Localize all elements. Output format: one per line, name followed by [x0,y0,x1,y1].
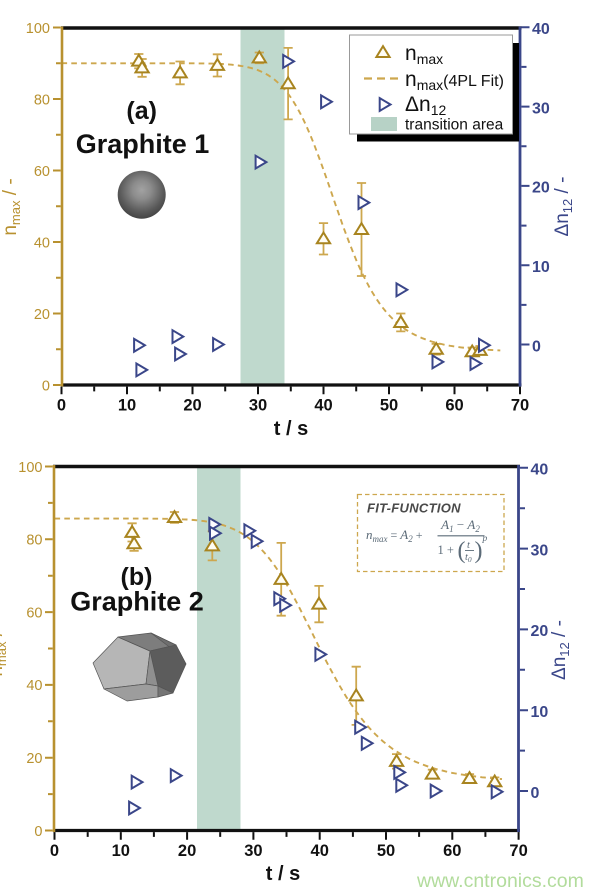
svg-text:40: 40 [311,842,329,860]
svg-text:Δn12 / -: Δn12 / - [552,177,575,237]
svg-text:60: 60 [445,397,463,415]
svg-text:FIT-FUNCTION: FIT-FUNCTION [367,501,461,516]
svg-text:80: 80 [34,92,50,108]
svg-text:20: 20 [531,623,549,640]
svg-text:30: 30 [249,397,267,415]
svg-text:70: 70 [509,842,527,860]
svg-text:): ) [475,538,483,564]
svg-text:70: 70 [511,397,529,415]
svg-text:10: 10 [118,397,136,415]
svg-text:www.cntronics.com: www.cntronics.com [416,870,584,892]
svg-text:30: 30 [532,100,550,117]
svg-text:100: 100 [26,21,50,37]
svg-text:0: 0 [50,842,59,860]
svg-text:10: 10 [112,842,130,860]
svg-text:30: 30 [531,542,549,559]
svg-text:40: 40 [314,397,332,415]
svg-text:10: 10 [532,259,550,276]
svg-text:t0: t0 [465,552,472,564]
svg-text:80: 80 [26,533,42,549]
svg-text:A1 − A2: A1 − A2 [440,517,480,534]
svg-text:(b): (b) [121,563,153,591]
svg-text:20: 20 [34,307,50,323]
svg-text:nmax(4PL Fit): nmax(4PL Fit) [405,68,504,93]
svg-text:40: 40 [531,462,549,479]
svg-text:(a): (a) [126,97,157,125]
svg-text:0: 0 [42,378,50,394]
svg-text:1 +: 1 + [438,543,454,557]
svg-text:10: 10 [531,704,549,721]
svg-text:0: 0 [34,824,42,840]
svg-text:nmax / -: nmax / - [0,178,23,235]
svg-text:Graphite 1: Graphite 1 [76,129,210,159]
svg-text:50: 50 [380,397,398,415]
svg-text:20: 20 [183,397,201,415]
svg-text:transition area: transition area [405,117,504,134]
svg-text:t / s: t / s [266,863,300,885]
svg-text:60: 60 [34,164,50,180]
svg-text:40: 40 [532,21,550,38]
svg-text:100: 100 [18,460,42,476]
svg-text:(: ( [458,538,466,564]
svg-text:0: 0 [531,785,540,802]
svg-text:40: 40 [26,678,42,694]
svg-text:60: 60 [26,605,42,621]
svg-text:t: t [467,540,471,551]
svg-text:p: p [482,534,488,544]
svg-text:20: 20 [26,751,42,767]
svg-text:nmax / -: nmax / - [0,619,9,676]
svg-text:40: 40 [34,235,50,251]
svg-text:60: 60 [443,842,461,860]
svg-text:Graphite 2: Graphite 2 [70,587,204,617]
svg-text:0: 0 [57,397,66,415]
svg-text:0: 0 [532,338,541,355]
svg-text:50: 50 [377,842,395,860]
svg-text:t / s: t / s [274,418,308,440]
svg-text:20: 20 [178,842,196,860]
svg-text:Δn12 / -: Δn12 / - [549,620,572,680]
svg-text:20: 20 [532,180,550,197]
svg-text:30: 30 [244,842,262,860]
